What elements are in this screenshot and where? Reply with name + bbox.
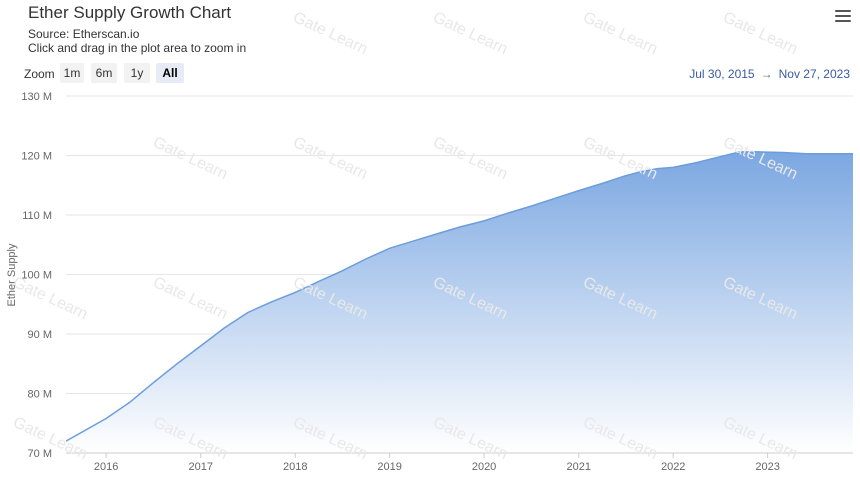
y-axis-label: Ether Supply xyxy=(6,243,18,306)
zoom-label: Zoom xyxy=(24,67,55,81)
date-from[interactable]: Jul 30, 2015 xyxy=(689,67,755,81)
x-tick-label: 2023 xyxy=(755,461,779,473)
x-tick-label: 2022 xyxy=(661,461,685,473)
y-tick-label: 100 M xyxy=(21,270,52,282)
y-tick-label: 130 M xyxy=(21,91,52,103)
x-tick-label: 2021 xyxy=(567,461,591,473)
x-tick-label: 2019 xyxy=(377,461,401,473)
y-tick-label: 90 M xyxy=(28,329,52,341)
x-axis-ticks: 2016 2017 2018 2019 2020 2021 2022 2023 xyxy=(94,453,780,473)
y-tick-label: 110 M xyxy=(22,210,52,222)
date-range-arrow: → xyxy=(760,67,773,81)
chart-source: Source: Etherscan.io xyxy=(28,27,140,41)
supply-area xyxy=(66,151,853,453)
hamburger-menu-icon[interactable] xyxy=(832,7,854,25)
range-button-1m[interactable]: 1m xyxy=(60,63,84,83)
date-to[interactable]: Nov 27, 2023 xyxy=(778,67,850,81)
x-tick-label: 2020 xyxy=(472,461,496,473)
y-tick-label: 80 M xyxy=(28,389,52,401)
x-tick-label: 2018 xyxy=(283,461,307,473)
x-tick-label: 2016 xyxy=(94,461,118,473)
range-button-1y[interactable]: 1y xyxy=(124,63,150,83)
range-button-6m[interactable]: 6m xyxy=(91,63,117,83)
y-axis-ticks: 70 M 80 M 90 M 100 M 110 M 120 M 130 M xyxy=(21,91,52,460)
zoom-hint: Click and drag in the plot area to zoom … xyxy=(28,41,247,55)
supply-line xyxy=(65,151,853,442)
x-tick-label: 2017 xyxy=(189,461,213,473)
y-tick-label: 120 M xyxy=(21,151,52,163)
date-range-display: Jul 30, 2015 → Nov 27, 2023 xyxy=(689,67,850,81)
range-button-all[interactable]: All xyxy=(156,63,184,83)
y-tick-label: 70 M xyxy=(28,448,52,460)
chart-title: Ether Supply Growth Chart xyxy=(28,3,232,22)
